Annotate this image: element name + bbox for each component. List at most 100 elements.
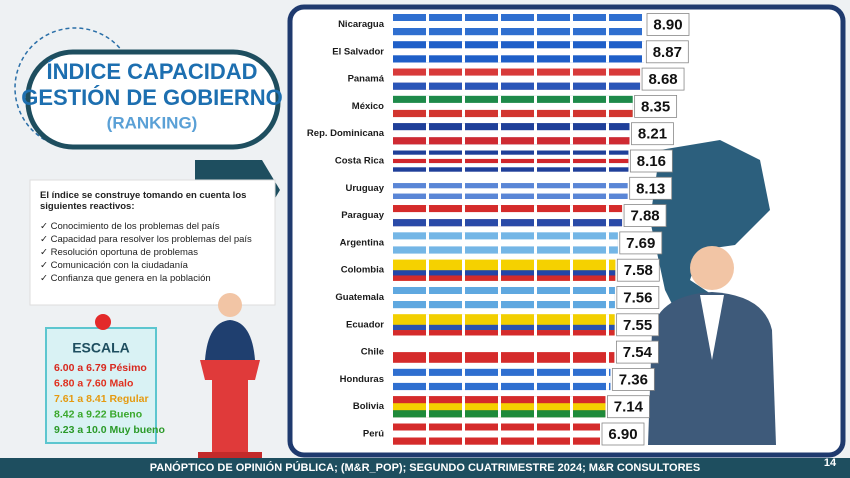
flag-stripe	[573, 423, 600, 431]
flag-gap	[462, 123, 465, 145]
flag-stripe	[465, 437, 498, 445]
category-label: México	[352, 101, 384, 112]
podium	[212, 380, 248, 455]
flag-stripe	[537, 301, 570, 309]
flag-stripe	[429, 68, 462, 76]
flag-stripe	[501, 264, 534, 271]
flag-stripe	[573, 177, 606, 184]
flag-stripe	[573, 324, 606, 331]
flag-stripe	[573, 55, 606, 63]
value-label: 8.90	[653, 16, 682, 33]
flag-gap	[570, 314, 573, 336]
flag-gap	[426, 205, 429, 227]
value-label: 8.13	[636, 180, 665, 197]
flag-stripe	[609, 163, 629, 168]
flag-stripe	[465, 287, 498, 295]
flag-stripe	[573, 270, 606, 276]
flag-stripe	[501, 219, 534, 227]
flag-stripe	[609, 14, 642, 22]
flag-stripe	[537, 403, 570, 411]
flag-gap	[606, 314, 609, 336]
flag-stripe	[537, 158, 570, 164]
flag-stripe	[501, 150, 534, 155]
flag-stripe	[393, 95, 426, 104]
flag-stripe	[573, 396, 606, 404]
value-label: 7.88	[630, 208, 659, 225]
value-box	[616, 258, 660, 282]
flag-gap	[462, 68, 465, 90]
flag-stripe	[429, 294, 462, 302]
flag-gap	[498, 14, 501, 35]
flag-gap	[426, 14, 429, 35]
flag-stripe	[537, 188, 570, 194]
flag-gap	[462, 205, 465, 227]
flag-gap	[462, 368, 465, 390]
flag-stripe	[465, 28, 498, 36]
flag-stripe	[465, 41, 498, 49]
flag-gap	[570, 287, 573, 308]
flag-gap	[606, 14, 609, 35]
flag-stripe	[465, 95, 498, 104]
flag-gap	[570, 368, 573, 390]
flag-stripe	[501, 21, 534, 29]
flag-stripe	[429, 48, 462, 56]
flag-stripe	[537, 14, 570, 22]
flag-gap	[606, 95, 609, 117]
page-number: 14	[824, 457, 837, 469]
flag-stripe	[609, 109, 633, 118]
value-label: 7.36	[619, 371, 648, 388]
flag-gap	[426, 314, 429, 336]
flag-stripe	[537, 28, 570, 36]
flag-gap	[498, 341, 501, 363]
flag-stripe	[393, 212, 426, 220]
flag-stripe	[537, 259, 570, 266]
value-label: 7.58	[624, 262, 653, 279]
flag-gap	[462, 341, 465, 363]
flag-stripe	[393, 301, 426, 309]
flag-stripe	[429, 275, 462, 281]
flag-gap	[606, 177, 609, 199]
flag-stripe	[393, 158, 426, 164]
flag-stripe	[609, 158, 629, 164]
flag-stripe	[393, 324, 426, 331]
flag-stripe	[393, 319, 426, 325]
flag-gap	[570, 150, 573, 172]
notes-intro: El índice se construye tomando en cuenta…	[40, 190, 247, 212]
flag-stripe	[429, 287, 462, 295]
flag-stripe	[537, 270, 570, 276]
flag-stripe	[609, 246, 618, 254]
flag-stripe	[465, 430, 498, 438]
flag-gap	[570, 41, 573, 63]
flag-gap	[570, 423, 573, 445]
flag-stripe	[501, 275, 534, 281]
flag-stripe	[609, 205, 623, 213]
flag-stripe	[609, 239, 618, 247]
flag-stripe	[429, 212, 462, 220]
flag-stripe	[393, 375, 426, 384]
flag-stripe	[465, 319, 498, 325]
flag-stripe	[537, 163, 570, 168]
flag-gap	[570, 123, 573, 145]
flag-stripe	[501, 55, 534, 63]
flag-stripe	[537, 123, 570, 131]
flag-stripe	[537, 21, 570, 29]
flag-gap	[534, 259, 537, 281]
flag-stripe	[393, 205, 426, 213]
flag-stripe	[609, 264, 616, 271]
flag-stripe	[501, 212, 534, 220]
flag-stripe	[429, 270, 462, 276]
flag-stripe	[465, 423, 498, 431]
flag-stripe	[465, 14, 498, 22]
flag-stripe	[393, 82, 426, 90]
flag-stripe	[609, 259, 616, 266]
flag-stripe	[465, 177, 498, 184]
flag-gap	[498, 177, 501, 199]
flag-stripe	[609, 75, 641, 83]
notes-item: ✓ Confianza que genera en la población	[40, 273, 211, 284]
flag-stripe	[393, 270, 426, 276]
flag-stripe	[465, 396, 498, 404]
flag-stripe	[393, 423, 426, 431]
flag-stripe	[573, 319, 606, 325]
flag-gap	[534, 150, 537, 172]
